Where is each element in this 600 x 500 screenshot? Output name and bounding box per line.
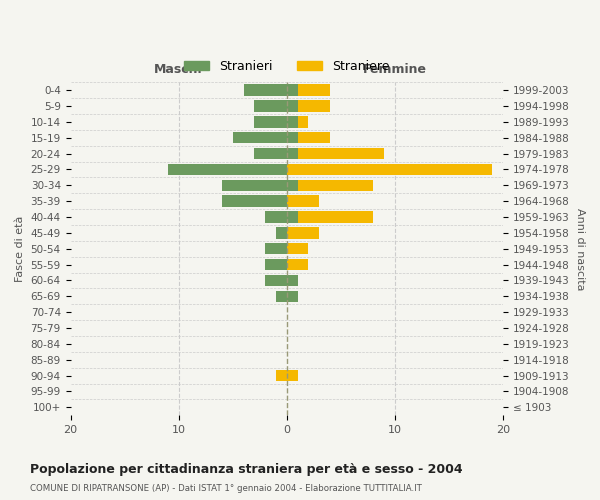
Text: Femmine: Femmine <box>363 62 427 76</box>
Y-axis label: Fasce di età: Fasce di età <box>15 216 25 282</box>
Bar <box>276 290 287 302</box>
Bar <box>287 100 330 112</box>
Bar <box>287 116 308 128</box>
Bar <box>287 227 319 238</box>
Bar <box>168 164 287 175</box>
Bar <box>265 259 287 270</box>
Bar <box>222 180 287 191</box>
Bar <box>287 164 492 175</box>
Bar <box>254 100 287 112</box>
Bar <box>287 180 373 191</box>
Bar <box>287 370 298 382</box>
Bar <box>287 148 298 160</box>
Bar <box>244 84 287 96</box>
Bar <box>276 370 287 382</box>
Bar <box>265 243 287 254</box>
Y-axis label: Anni di nascita: Anni di nascita <box>575 208 585 290</box>
Text: Popolazione per cittadinanza straniera per età e sesso - 2004: Popolazione per cittadinanza straniera p… <box>30 462 463 475</box>
Bar <box>254 116 287 128</box>
Bar <box>287 275 298 286</box>
Text: COMUNE DI RIPATRANSONE (AP) - Dati ISTAT 1° gennaio 2004 - Elaborazione TUTTITAL: COMUNE DI RIPATRANSONE (AP) - Dati ISTAT… <box>30 484 422 493</box>
Bar <box>265 212 287 223</box>
Bar <box>222 196 287 207</box>
Bar <box>287 84 298 96</box>
Bar <box>287 243 308 254</box>
Bar <box>233 132 287 143</box>
Bar <box>287 132 298 143</box>
Bar <box>276 227 287 238</box>
Bar <box>265 275 287 286</box>
Bar <box>287 212 298 223</box>
Bar <box>287 259 308 270</box>
Bar <box>287 290 298 302</box>
Bar <box>287 116 298 128</box>
Bar <box>287 148 384 160</box>
Bar <box>287 84 330 96</box>
Bar <box>287 196 319 207</box>
Legend: Stranieri, Straniere: Stranieri, Straniere <box>179 55 395 78</box>
Bar <box>287 100 298 112</box>
Bar <box>287 132 330 143</box>
Bar <box>287 180 298 191</box>
Text: Maschi: Maschi <box>154 62 203 76</box>
Bar <box>287 212 373 223</box>
Bar <box>254 148 287 160</box>
